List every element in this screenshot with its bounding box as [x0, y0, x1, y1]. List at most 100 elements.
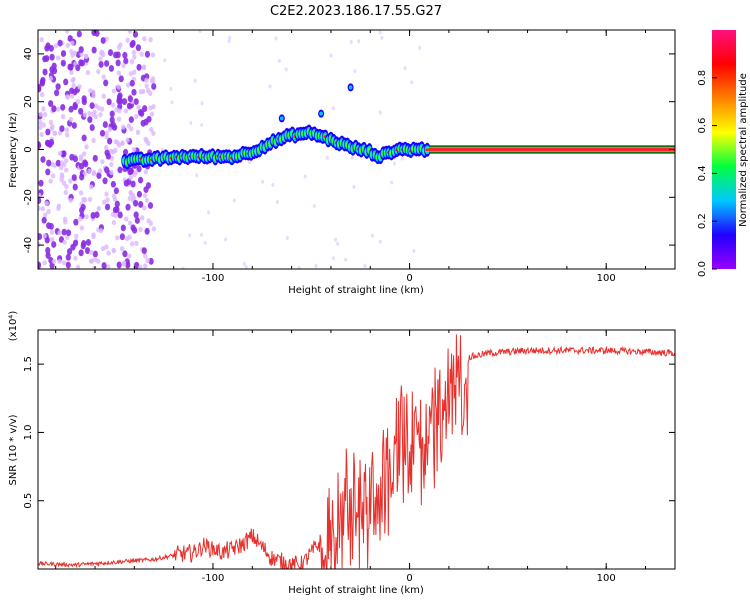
- colorbar-tick-label: 0.8: [697, 70, 708, 86]
- noise-blob: [116, 261, 122, 269]
- faint-speck: [244, 264, 248, 269]
- noise-blob: [45, 246, 51, 254]
- noise-blob: [45, 168, 51, 176]
- faint-speck: [297, 265, 301, 269]
- noise-blob: [113, 139, 118, 145]
- noise-blob: [136, 104, 141, 110]
- noise-blob: [42, 233, 47, 239]
- noise-blob: [68, 116, 74, 123]
- colorbar-gradient: [712, 30, 736, 269]
- noise-blob: [78, 190, 84, 196]
- noise-blob: [149, 78, 155, 84]
- noise-blob: [118, 75, 124, 83]
- noise-blob: [138, 226, 143, 233]
- noise-blob: [114, 107, 119, 113]
- faint-speck: [195, 173, 199, 178]
- noise-blob: [128, 71, 133, 77]
- noise-blob: [90, 212, 96, 219]
- noise-blob: [44, 200, 49, 207]
- noise-blob: [121, 62, 126, 69]
- noise-blob: [84, 247, 91, 254]
- noise-blob: [128, 190, 134, 196]
- noise-blob: [56, 203, 62, 209]
- noise-blob: [60, 103, 66, 111]
- faint-speck: [334, 237, 338, 242]
- noise-blob: [149, 126, 154, 133]
- noise-blob: [97, 168, 103, 174]
- noise-blob: [118, 42, 123, 48]
- noise-blob: [109, 110, 115, 118]
- noise-blob: [121, 261, 127, 267]
- faint-speck: [378, 239, 382, 244]
- noise-blob: [71, 174, 77, 181]
- spectrogram-x-tick-label: 100: [597, 273, 616, 284]
- noise-blob: [38, 261, 42, 269]
- noise-blob: [38, 192, 42, 198]
- noise-blob: [96, 172, 102, 179]
- noise-blob: [38, 119, 43, 126]
- noise-blob: [127, 168, 133, 176]
- faint-speck: [349, 39, 353, 44]
- noise-blob: [41, 106, 46, 112]
- noise-blob: [78, 156, 84, 162]
- noise-blob: [69, 48, 74, 55]
- spectrogram-y-tick-label: -20: [23, 189, 34, 205]
- noise-blob: [103, 79, 109, 87]
- noise-blob: [85, 69, 91, 76]
- faint-speck: [181, 266, 185, 269]
- constant-band: [429, 145, 675, 154]
- noise-blob: [64, 183, 69, 190]
- faint-speck: [285, 236, 289, 241]
- noise-blob: [69, 69, 74, 76]
- noise-blob: [105, 197, 110, 203]
- noise-blob: [129, 79, 135, 87]
- faint-speck: [268, 84, 272, 89]
- noise-blob: [72, 239, 79, 247]
- noise-blob: [81, 95, 87, 103]
- noise-blob: [133, 98, 139, 106]
- faint-speck: [412, 248, 416, 253]
- noise-blob: [95, 258, 101, 264]
- noise-blob: [46, 159, 52, 167]
- noise-blob: [117, 211, 123, 219]
- noise-blob: [140, 88, 146, 95]
- faint-speck: [418, 45, 422, 50]
- noise-blob: [78, 59, 84, 67]
- faint-speck: [224, 237, 228, 242]
- noise-blob: [122, 51, 128, 59]
- noise-blob: [69, 93, 75, 99]
- noise-blob: [91, 46, 97, 54]
- faint-speck: [274, 36, 278, 41]
- noise-blob: [39, 92, 45, 98]
- noise-blob: [121, 98, 128, 105]
- noise-blob: [46, 208, 51, 215]
- noise-blob: [72, 50, 78, 56]
- faint-speck: [312, 203, 316, 208]
- noise-blob: [50, 173, 56, 179]
- noise-blob: [80, 203, 86, 211]
- spectrogram-marks: [38, 30, 675, 269]
- faint-speck: [303, 174, 307, 179]
- noise-blob: [148, 37, 153, 43]
- noise-blob: [85, 239, 92, 246]
- noise-blob: [132, 30, 139, 38]
- noise-blob: [48, 138, 55, 146]
- noise-blob: [143, 169, 148, 175]
- noise-blob: [111, 219, 117, 226]
- noise-blob: [144, 77, 149, 83]
- noise-blob: [72, 183, 78, 191]
- noise-blob: [141, 247, 147, 255]
- noise-blob: [131, 49, 137, 56]
- faint-speck: [403, 66, 407, 71]
- band-core: [429, 148, 675, 151]
- noise-blob: [98, 227, 104, 234]
- noise-blob: [55, 55, 61, 61]
- noise-blob: [49, 229, 55, 235]
- noise-blob: [100, 159, 105, 165]
- noise-blob: [127, 253, 132, 259]
- noise-blob: [126, 102, 133, 110]
- noise-blob: [99, 106, 105, 112]
- noise-blob: [143, 136, 148, 142]
- faint-speck: [227, 39, 231, 44]
- noise-blob: [79, 51, 84, 57]
